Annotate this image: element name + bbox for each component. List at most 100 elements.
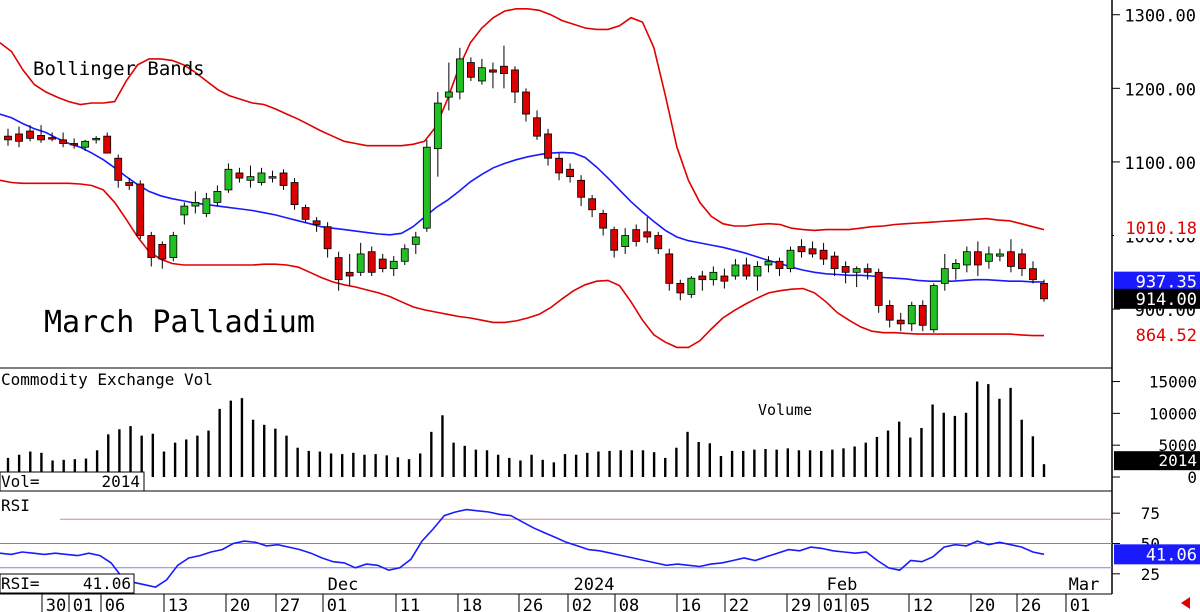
candle-body [830,255,839,270]
candle-body [224,168,233,191]
last-price-marker-box [1114,288,1200,309]
candle [1029,261,1037,284]
x-month-label: 2024 [574,575,615,595]
candle-body [544,133,552,159]
x-month-label: Feb [827,575,858,595]
candle [852,266,861,288]
candle [885,300,894,328]
candle [577,175,586,207]
x-tick-label: 02 [572,596,592,612]
candle [984,246,993,269]
candle [819,242,828,265]
candle-body [466,62,475,78]
candle-body [720,275,729,282]
candle-body [533,117,541,137]
candle-body [59,139,68,144]
candle [996,248,1004,262]
candle [356,242,365,276]
candle [26,125,34,142]
candle [764,256,773,273]
candle-body [687,277,696,295]
rsi-readout-box [0,573,135,594]
candle [643,217,652,243]
candle-body [775,260,784,270]
candle [378,253,387,273]
candle-body [125,182,134,186]
candle-body [191,201,200,207]
candle [874,268,883,313]
candle-body [103,135,112,154]
candle-body [478,67,486,82]
rsi-title: RSI [1,496,30,515]
chart-title: March Palladium [44,305,315,340]
candle-body [918,305,927,326]
candle [279,169,288,190]
x-tick-label: 12 [913,596,933,612]
candle [797,239,806,258]
candle [599,209,608,236]
candle-body [643,231,652,238]
candle-body [808,248,817,255]
candle [290,178,299,210]
candle [257,167,266,186]
volume-y-tick-label: 10000 [1149,404,1197,423]
candle-body [885,305,894,321]
candle-body [1029,268,1037,281]
candle [808,241,817,258]
candle [169,231,178,262]
bollinger-lower-marker-box [1114,325,1200,346]
candle-body [246,176,255,181]
candle [246,165,255,188]
candle-body [621,235,630,247]
candle-body [863,268,872,273]
x-tick-label: 11 [400,596,420,612]
candle [312,217,321,232]
candle-body [753,266,762,277]
candle [345,253,354,286]
candle [544,128,552,166]
candle-body [511,69,519,93]
candle [147,231,156,267]
candle [566,163,574,183]
candle-body [984,253,993,262]
candle [478,58,486,85]
candle-body [433,102,442,150]
candle-body [114,157,123,181]
rsi-line [0,508,1045,588]
candle [4,128,12,146]
candle-body [599,213,608,229]
candle-body [852,268,861,273]
candle [411,231,420,254]
scroll-left-icon[interactable] [1181,597,1190,609]
candle [444,62,453,111]
candle-body [588,198,597,211]
candle [191,191,200,214]
bollinger-upper-marker-label: 1010.18 [1125,219,1197,239]
candle [863,263,872,280]
candle [92,136,101,144]
candle-body [92,137,101,141]
candle [81,139,90,151]
candle-body [411,236,420,245]
candle-body [907,305,916,325]
candle [433,92,442,177]
x-tick-label: 16 [681,596,701,612]
candle [786,246,795,273]
candle-body [213,190,222,203]
candle-body [4,135,12,141]
rsi-y-tick-label: 25 [1141,565,1160,584]
candle [753,261,762,291]
candle-body [709,271,718,281]
x-tick-label: 29 [791,596,811,612]
x-axis: 30 01 06 13 20 27 01 11 18 26 02 08 16 22 29 01 05 12 20 26… [41,575,1099,612]
candle [400,244,409,265]
rsi-last-label: 41.06 [1146,545,1197,565]
candle [841,261,850,284]
x-tick-label: 08 [619,596,639,612]
candle-body [455,58,464,93]
candle-body [731,264,740,277]
last-price-marker-label: 914.00 [1136,290,1197,310]
candle [676,279,685,301]
rsi-readout-label: RSI= [1,574,40,593]
